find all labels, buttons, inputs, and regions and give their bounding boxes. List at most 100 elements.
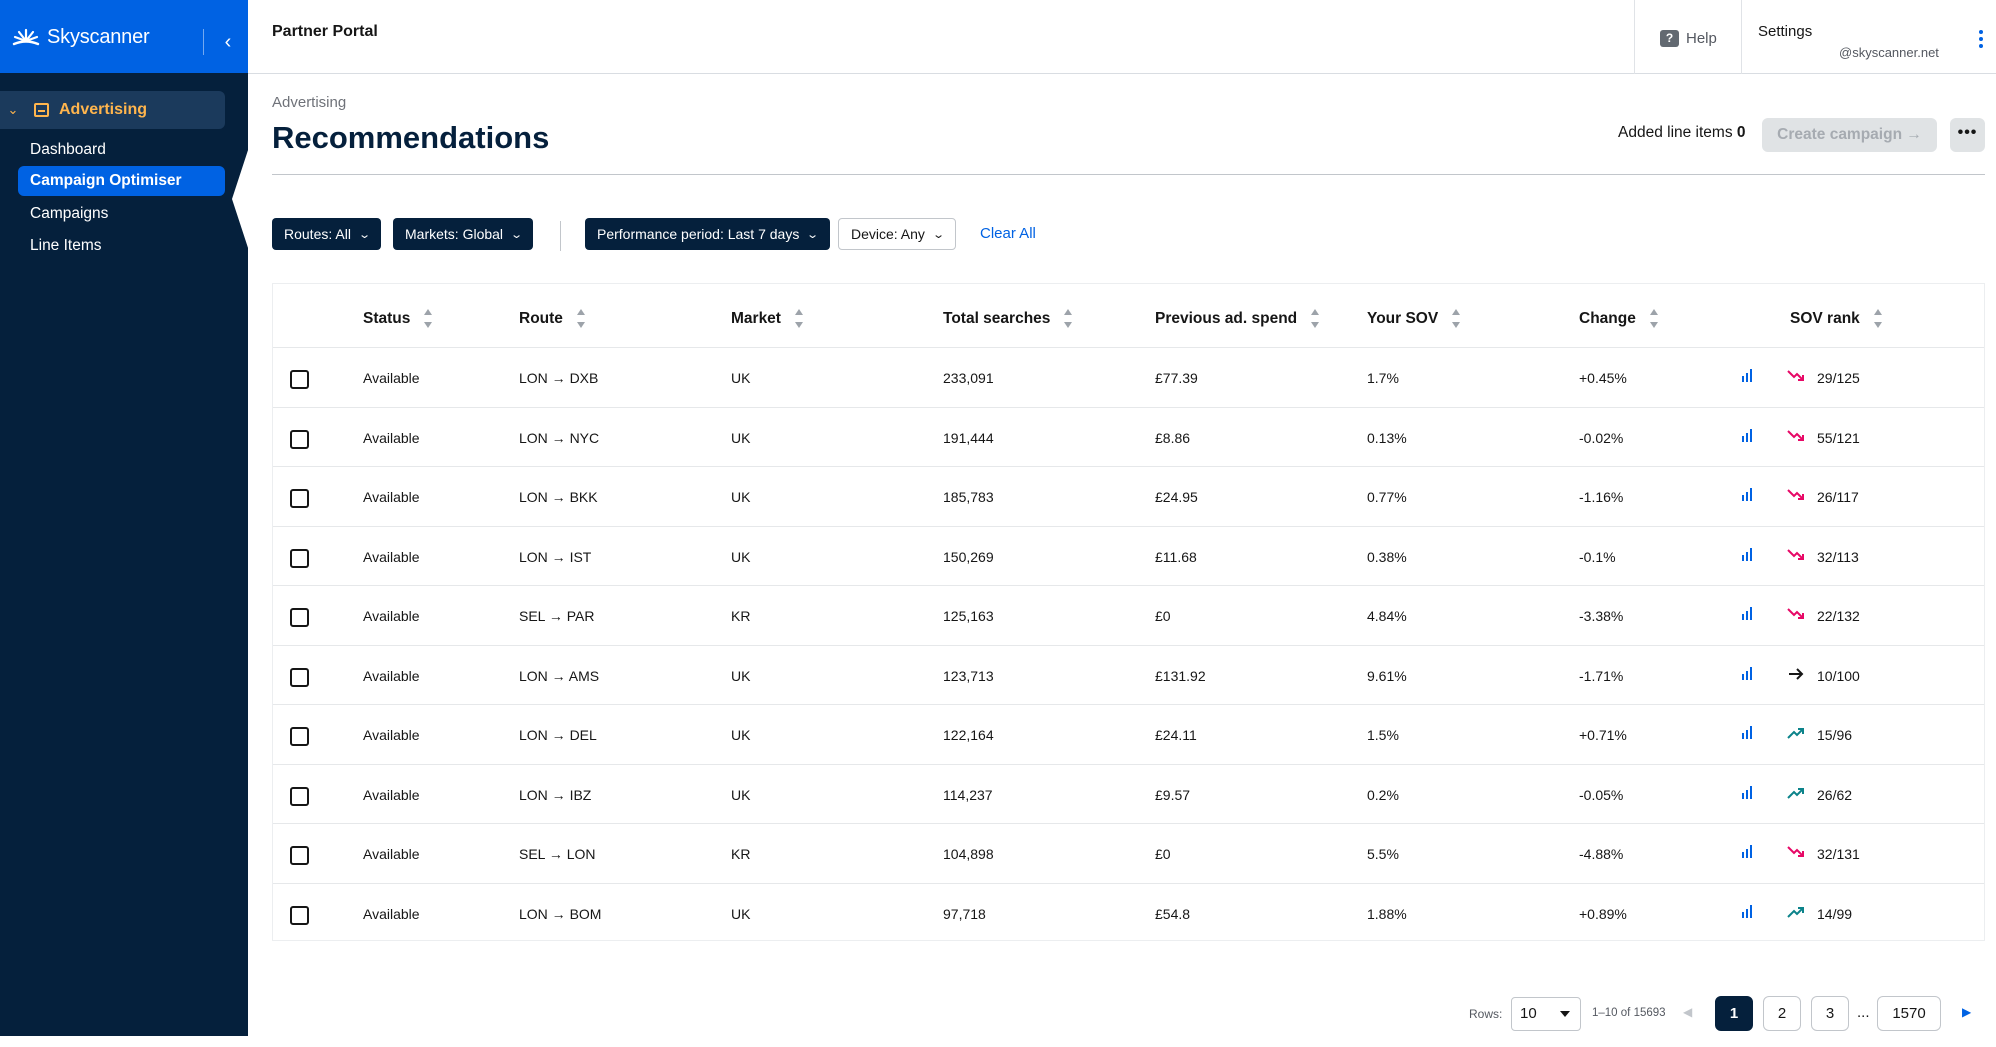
create-campaign-button[interactable]: Create campaign → <box>1762 118 1937 152</box>
column-header-route[interactable]: Route <box>519 308 586 330</box>
sidebar-header-divider <box>203 29 204 55</box>
cell-route: LON → DEL <box>519 727 597 743</box>
row-checkbox[interactable] <box>290 548 309 568</box>
trend-down-icon <box>1787 608 1804 619</box>
routes-filter-label: Routes: All <box>284 226 351 242</box>
bar-chart-icon[interactable] <box>1741 904 1755 918</box>
row-checkbox[interactable] <box>290 846 309 865</box>
sidebar-item-campaigns[interactable]: Campaigns <box>30 205 109 222</box>
bar-chart-icon[interactable] <box>1741 428 1755 442</box>
cell-route: LON → AMS <box>519 667 600 684</box>
bar-chart-icon[interactable] <box>1741 844 1755 858</box>
row-checkbox[interactable] <box>290 608 309 627</box>
sidebar-section-advertising[interactable]: ⌄ Advertising <box>0 91 225 129</box>
row-checkbox[interactable] <box>290 667 309 687</box>
cell-sov-rank: 14/99 <box>1817 905 1853 922</box>
filter-divider <box>560 221 561 251</box>
cell-searches: 114,237 <box>943 786 993 803</box>
next-page-icon[interactable]: ▶ <box>1962 1005 1972 1019</box>
sidebar-item-line-items[interactable]: Line Items <box>30 237 102 254</box>
cell-change: +0.71% <box>1579 727 1627 743</box>
bar-chart-icon[interactable] <box>1741 547 1755 561</box>
sidebar-item-campaign-optimiser[interactable]: Campaign Optimiser <box>18 166 225 196</box>
row-checkbox[interactable] <box>290 370 309 389</box>
table-row[interactable]: Available LON → DXB UK 233,091 £77.39 1.7% +0.… <box>273 348 1984 408</box>
sidebar-header: Skyscanner ‹ <box>0 0 248 73</box>
cell-sov-rank: 29/125 <box>1817 370 1860 386</box>
column-header-sov-rank[interactable]: SOV rank <box>1790 308 1883 330</box>
column-header-status[interactable]: Status <box>363 308 433 330</box>
cell-sov-rank: 22/132 <box>1817 608 1860 624</box>
row-checkbox[interactable] <box>290 489 309 508</box>
table-row[interactable]: Available SEL → PAR KR 125,163 £0 4.84% -3.38%… <box>273 586 1984 646</box>
breadcrumb[interactable]: Advertising <box>272 94 347 111</box>
topbar-divider <box>1741 0 1742 74</box>
cell-spend: £54.8 <box>1155 905 1191 922</box>
bar-chart-icon[interactable] <box>1741 487 1755 501</box>
row-checkbox[interactable] <box>290 786 309 806</box>
cell-spend: £24.95 <box>1155 489 1198 505</box>
bar-chart-icon[interactable] <box>1741 368 1755 382</box>
cell-status: Available <box>363 786 420 803</box>
table-row[interactable]: Available LON → DEL UK 122,164 £24.11 1.5% +0.… <box>273 705 1984 765</box>
cell-market: UK <box>731 489 751 505</box>
page-button-last[interactable]: 1570 <box>1877 996 1941 1031</box>
column-header-total-searches[interactable]: Total searches <box>943 308 1073 330</box>
table-row[interactable]: Available SEL → LON KR 104,898 £0 5.5% -4.88% 3… <box>273 824 1984 884</box>
pagination-range: 1–10 of 15693 <box>1592 1007 1666 1019</box>
cell-sov: 1.88% <box>1367 905 1407 922</box>
cell-sov: 0.38% <box>1367 548 1407 565</box>
sidebar-item-dashboard[interactable]: Dashboard <box>30 141 106 158</box>
table-row[interactable]: Available LON → NYC UK 191,444 £8.86 0.13% -0.… <box>273 408 1984 467</box>
cell-sov: 1.5% <box>1367 727 1399 743</box>
more-vertical-icon[interactable] <box>1979 30 1985 52</box>
help-icon: ? <box>1660 30 1679 47</box>
markets-filter[interactable]: Markets: Global ⌄ <box>393 218 534 250</box>
sort-icon <box>1311 308 1320 330</box>
sidebar: Skyscanner ‹ ⌄ Advertising Dashboard Cam… <box>0 0 248 1036</box>
routes-filter[interactable]: Routes: All ⌄ <box>272 218 382 250</box>
row-checkbox[interactable] <box>290 429 309 449</box>
more-options-button[interactable]: ••• <box>1950 118 1985 152</box>
page-button-2[interactable]: 2 <box>1763 996 1801 1031</box>
row-checkbox[interactable] <box>290 905 309 925</box>
bar-chart-icon[interactable] <box>1741 666 1755 680</box>
table-row[interactable]: Available LON → IBZ UK 114,237 £9.57 0.2% -0.0… <box>273 765 1984 824</box>
bar-chart-icon[interactable] <box>1741 725 1755 739</box>
bar-chart-icon[interactable] <box>1741 785 1755 799</box>
cell-route: LON → IBZ <box>519 786 592 803</box>
page-button-3[interactable]: 3 <box>1811 996 1849 1031</box>
bar-chart-icon[interactable] <box>1741 606 1755 620</box>
brand-name: Skyscanner <box>47 26 150 48</box>
cell-market: UK <box>731 905 751 922</box>
trend-up-icon <box>1787 906 1804 918</box>
table-row[interactable]: Available LON → BKK UK 185,783 £24.95 0.77% -1… <box>273 467 1984 527</box>
cell-searches: 125,163 <box>943 608 994 624</box>
collapse-sidebar-icon[interactable]: ‹ <box>224 30 232 53</box>
table-row[interactable]: Available LON → BOM UK 97,718 £54.8 1.88% +0.8… <box>273 884 1984 944</box>
help-button[interactable]: ? Help <box>1660 30 1717 47</box>
cell-change: -0.1% <box>1579 548 1616 565</box>
clear-all-link[interactable]: Clear All <box>980 225 1036 242</box>
column-header-your-sov[interactable]: Your SOV <box>1367 308 1461 330</box>
column-header-change[interactable]: Change <box>1579 308 1659 330</box>
caret-down-icon <box>1560 1011 1570 1017</box>
added-line-items-count: 0 <box>1736 124 1746 141</box>
performance-period-filter[interactable]: Performance period: Last 7 days ⌄ <box>585 218 830 250</box>
rows-per-page-select[interactable]: 10 <box>1511 997 1581 1031</box>
table-row[interactable]: Available LON → AMS UK 123,713 £131.92 9.61% -… <box>273 646 1984 705</box>
settings-link[interactable]: Settings <box>1758 23 1813 40</box>
cell-spend: £9.57 <box>1155 786 1191 803</box>
skyscanner-logo[interactable]: Skyscanner <box>12 26 150 49</box>
cell-status: Available <box>363 429 420 446</box>
table-row[interactable]: Available LON → IST UK 150,269 £11.68 0.38% -0… <box>273 527 1984 586</box>
sort-icon <box>1873 308 1883 330</box>
page-button-1[interactable]: 1 <box>1715 996 1753 1031</box>
previous-page-icon[interactable]: ◀ <box>1683 1005 1693 1019</box>
cell-market: UK <box>731 429 751 446</box>
cell-status: Available <box>363 608 420 624</box>
column-header-previous-ad-spend[interactable]: Previous ad. spend <box>1155 308 1320 330</box>
row-checkbox[interactable] <box>290 727 309 746</box>
column-header-market[interactable]: Market <box>731 308 804 330</box>
device-filter[interactable]: Device: Any ⌄ <box>838 218 957 250</box>
